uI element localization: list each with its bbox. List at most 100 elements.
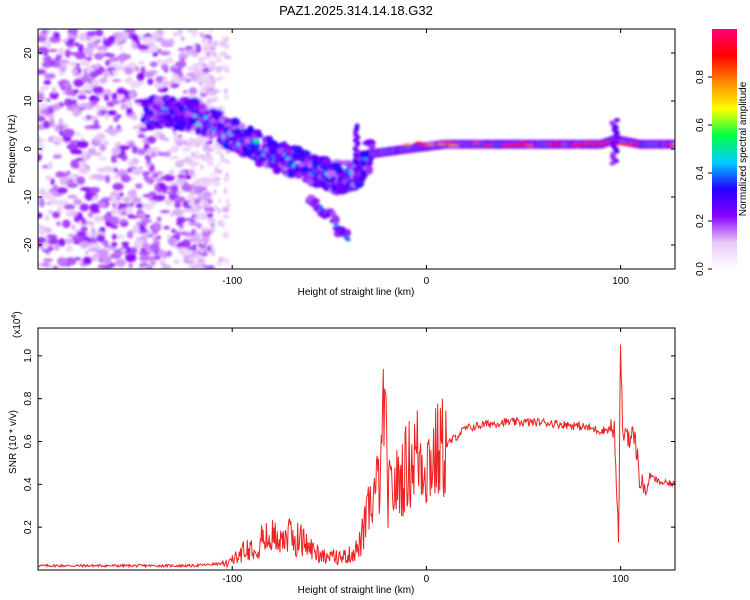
spectral-blob: [38, 197, 44, 201]
spectral-blob: [193, 217, 200, 221]
spectral-blob: [252, 137, 260, 144]
spectral-blob: [629, 142, 639, 146]
spectral-blob: [139, 254, 151, 262]
spectral-blob: [570, 143, 582, 147]
spectral-blob: [46, 107, 55, 114]
spectral-blob: [55, 187, 68, 194]
spectral-blob: [107, 128, 117, 136]
spectral-blob: [220, 154, 224, 158]
spectral-blob: [191, 165, 196, 171]
spectral-blob: [159, 133, 165, 141]
spectral-blob: [218, 199, 222, 204]
spectral-blob: [163, 174, 175, 182]
spectral-blob: [155, 178, 163, 182]
spectral-blob: [173, 259, 180, 265]
spectral-blob: [56, 221, 62, 227]
spectral-blob: [137, 123, 146, 129]
spectral-blob: [94, 152, 103, 156]
spectral-blob: [38, 36, 47, 42]
spectral-blob: [131, 44, 138, 50]
spectral-blob: [53, 242, 60, 251]
spectral-blob: [221, 51, 228, 56]
spectral-blob: [210, 60, 217, 65]
spectral-blob: [51, 86, 57, 94]
spectral-blob: [166, 234, 172, 239]
spectral-blob: [159, 59, 171, 65]
spectral-blob: [125, 205, 133, 215]
spectral-blob: [200, 164, 204, 171]
spectral-blob: [89, 95, 100, 103]
bottom-y-tick-label: 0.6: [23, 434, 34, 448]
spectral-blob: [111, 208, 116, 214]
spectral-blob: [106, 67, 116, 71]
spectral-blob: [331, 215, 340, 225]
spectral-blob: [146, 158, 151, 165]
spectral-blob: [217, 75, 225, 80]
spectral-blob: [196, 245, 200, 252]
spectral-blob: [484, 144, 493, 147]
spectral-blob: [52, 265, 59, 269]
spectral-blob: [365, 165, 373, 175]
spectral-blob: [206, 162, 215, 166]
spectral-blob: [609, 120, 616, 125]
spectral-blob: [87, 212, 94, 218]
spectral-blob: [222, 206, 230, 213]
spectral-blob: [41, 262, 50, 267]
spectral-blob: [159, 259, 166, 266]
spectral-blob: [38, 236, 47, 244]
spectral-blob: [64, 49, 72, 58]
spectrogram-blobs: [38, 29, 675, 269]
spectral-blob: [73, 89, 80, 94]
spectral-blob: [152, 222, 162, 230]
y-multiplier-exponent: 4: [11, 315, 18, 319]
spectral-blob: [188, 50, 193, 55]
spectral-blob: [38, 262, 42, 268]
spectral-blob: [354, 123, 360, 129]
spectral-blob: [151, 152, 157, 158]
spectral-blob: [120, 103, 127, 110]
spectral-blob: [138, 61, 145, 65]
spectral-blob: [195, 204, 201, 211]
spectral-blob: [93, 119, 99, 126]
snr-series-line: [38, 344, 675, 570]
bottom-y-tick-label: 0.2: [23, 520, 34, 534]
spectral-blob: [69, 61, 76, 67]
spectral-blob: [211, 54, 219, 59]
spectral-blob: [118, 46, 124, 50]
spectral-blob: [191, 173, 198, 178]
spectral-blob: [98, 201, 106, 208]
spectral-blob: [90, 227, 96, 236]
spectral-blob: [125, 253, 137, 263]
spectral-blob: [138, 266, 150, 269]
spectral-blob: [135, 203, 145, 209]
spectral-blob: [45, 40, 52, 49]
spectral-blob: [38, 229, 48, 236]
spectral-blob: [92, 99, 98, 106]
spectral-blob: [58, 238, 66, 247]
spectral-blob: [199, 81, 203, 87]
spectral-blob: [72, 67, 78, 77]
spectral-blob: [42, 241, 49, 250]
spectral-blob: [216, 58, 222, 63]
spectral-blob: [553, 142, 564, 145]
spectral-blob: [182, 90, 188, 94]
spectral-blob: [38, 116, 46, 122]
spectral-blob: [159, 50, 171, 56]
spectral-blob: [175, 178, 187, 183]
spectral-blob: [74, 42, 79, 47]
spectral-blob: [188, 87, 198, 95]
spectral-blob: [38, 46, 49, 55]
svg-text:(x104): (x104): [11, 311, 23, 338]
spectral-blob: [38, 136, 42, 144]
spectral-blob: [38, 154, 43, 159]
spectral-blob: [104, 174, 111, 184]
spectral-blob: [41, 61, 52, 69]
spectral-blob: [176, 29, 184, 37]
spectral-blob: [60, 86, 67, 91]
spectral-blob: [154, 183, 160, 192]
spectral-blob: [54, 137, 64, 143]
spectral-blob: [62, 128, 75, 138]
spectral-blob: [141, 262, 147, 266]
spectral-blob: [197, 232, 201, 238]
